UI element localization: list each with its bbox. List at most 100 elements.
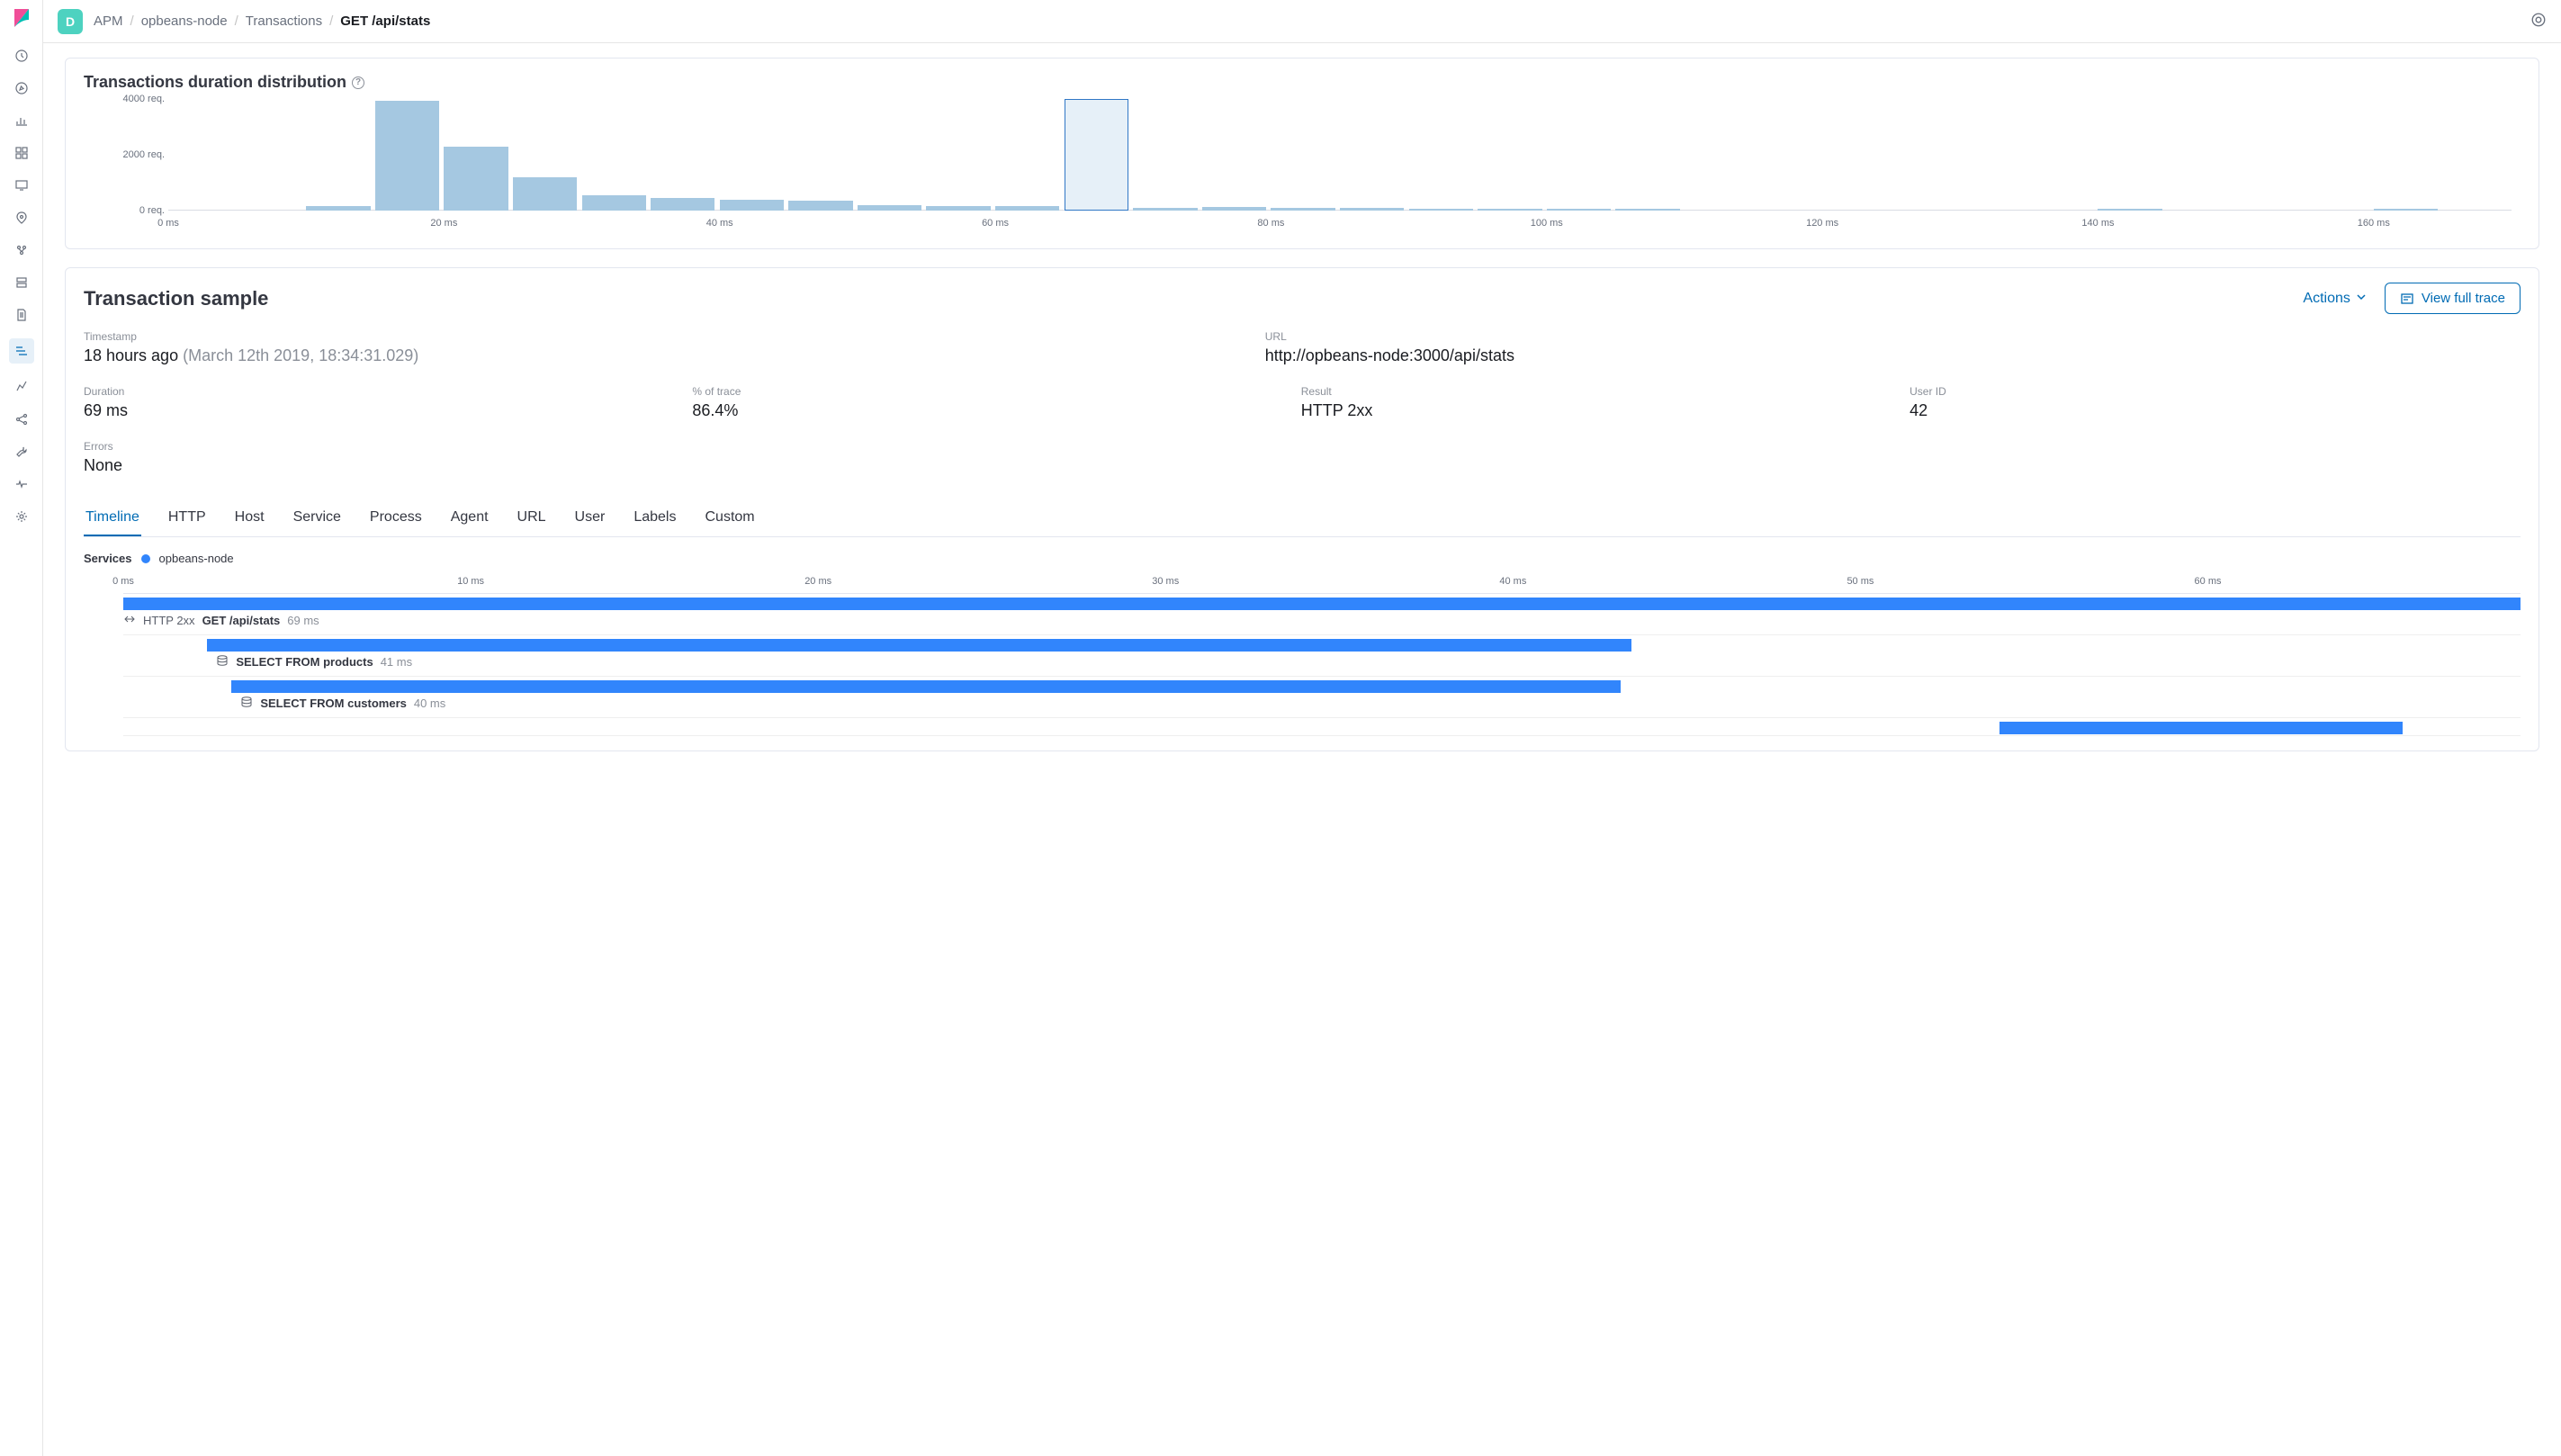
wf-xlabel: 20 ms <box>804 576 831 587</box>
tab-url[interactable]: URL <box>516 500 548 536</box>
waterfall-bar <box>231 680 1621 693</box>
kibana-logo-icon[interactable] <box>11 7 32 29</box>
hist-ylabel: 2000 req. <box>123 149 165 160</box>
tab-timeline[interactable]: Timeline <box>84 500 141 536</box>
dashboard-icon[interactable] <box>13 144 31 162</box>
hist-bar[interactable] <box>375 101 439 211</box>
wf-xlabel: 10 ms <box>457 576 484 587</box>
database-icon <box>240 697 253 710</box>
breadcrumb-link[interactable]: opbeans-node <box>141 13 228 29</box>
apm-icon[interactable] <box>9 338 34 364</box>
view-full-trace-button[interactable]: View full trace <box>2385 283 2521 314</box>
histogram-panel: Transactions duration distribution ? 400… <box>65 58 2539 249</box>
histogram-title: Transactions duration distribution ? <box>84 73 2521 92</box>
waterfall-bar <box>207 639 1631 652</box>
hist-bar[interactable] <box>1271 208 1334 211</box>
hist-bar[interactable] <box>1065 99 1128 211</box>
waterfall-row[interactable] <box>123 718 2521 736</box>
hist-bar[interactable] <box>1478 209 1541 211</box>
recent-icon[interactable] <box>13 47 31 65</box>
visualize-icon[interactable] <box>13 112 31 130</box>
meta-value: HTTP 2xx <box>1301 401 1874 420</box>
tab-host[interactable]: Host <box>233 500 266 536</box>
space-selector[interactable]: D <box>58 9 83 34</box>
span-badge: HTTP 2xx <box>143 614 195 627</box>
breadcrumb-link[interactable]: Transactions <box>246 13 322 29</box>
tab-agent[interactable]: Agent <box>449 500 490 536</box>
hist-bar[interactable] <box>1202 207 1266 211</box>
waterfall-chart[interactable]: 0 ms10 ms20 ms30 ms40 ms50 ms60 ms HTTP … <box>84 574 2521 736</box>
wf-xlabel: 40 ms <box>1499 576 1526 587</box>
hist-bar[interactable] <box>1340 208 1404 211</box>
uptime-icon[interactable] <box>13 378 31 396</box>
topbar: D APM/opbeans-node/Transactions/GET /api… <box>43 0 2561 43</box>
help-menu-icon[interactable] <box>2530 12 2547 31</box>
hist-bar[interactable] <box>720 200 784 211</box>
hist-bar[interactable] <box>582 195 646 211</box>
actions-dropdown[interactable]: Actions <box>2303 291 2366 307</box>
hist-bar[interactable] <box>2374 209 2438 211</box>
waterfall-row[interactable]: HTTP 2xxGET /api/stats69 ms <box>123 594 2521 635</box>
logs-icon[interactable] <box>13 306 31 324</box>
span-name: SELECT FROM customers <box>260 697 407 710</box>
management-icon[interactable] <box>13 508 31 526</box>
http-icon <box>123 614 136 627</box>
meta-label: URL <box>1265 330 1514 343</box>
discover-icon[interactable] <box>13 79 31 97</box>
meta-label: % of trace <box>692 385 1264 398</box>
breadcrumb-sep: / <box>130 13 134 29</box>
wf-xlabel: 60 ms <box>2195 576 2222 587</box>
hist-xlabel: 160 ms <box>2358 218 2390 229</box>
tab-http[interactable]: HTTP <box>166 500 208 536</box>
waterfall-bar <box>123 598 2521 610</box>
tabs: Timeline HTTP Host Service Process Agent URL Us… <box>84 500 2521 537</box>
hist-bar[interactable] <box>306 206 370 211</box>
canvas-icon[interactable] <box>13 176 31 194</box>
infra-icon[interactable] <box>13 274 31 292</box>
sample-panel: Transaction sample Actions View full tra… <box>65 267 2539 751</box>
hist-bar[interactable] <box>2098 209 2161 211</box>
tab-labels[interactable]: Labels <box>632 500 678 536</box>
hist-bar[interactable] <box>1409 209 1473 211</box>
span-duration: 40 ms <box>414 697 445 710</box>
breadcrumb-sep: / <box>329 13 333 29</box>
legend-dot-icon <box>141 554 150 563</box>
ml-icon[interactable] <box>13 241 31 259</box>
meta-value: 42 <box>1910 401 1946 420</box>
hist-xlabel: 120 ms <box>1806 218 1838 229</box>
hist-bar[interactable] <box>513 177 577 211</box>
nav-sidebar <box>0 0 43 1456</box>
meta-label: Errors <box>84 440 122 453</box>
meta-label: User ID <box>1910 385 1946 398</box>
hist-xlabel: 0 ms <box>157 218 179 229</box>
hist-xlabel: 20 ms <box>430 218 457 229</box>
hist-bar[interactable] <box>926 206 990 211</box>
span-duration: 69 ms <box>287 614 319 627</box>
help-icon[interactable]: ? <box>352 76 364 89</box>
hist-bar[interactable] <box>651 198 714 211</box>
breadcrumb-link[interactable]: APM <box>94 13 123 29</box>
hist-bar[interactable] <box>858 205 921 211</box>
hist-bar[interactable] <box>995 206 1059 211</box>
waterfall-bar <box>1999 722 2403 734</box>
maps-icon[interactable] <box>13 209 31 227</box>
hist-bar[interactable] <box>1615 209 1679 211</box>
hist-xlabel: 100 ms <box>1531 218 1563 229</box>
hist-bar[interactable] <box>444 147 508 211</box>
monitoring-icon[interactable] <box>13 475 31 493</box>
breadcrumb-sep: / <box>235 13 238 29</box>
hist-bar[interactable] <box>1547 209 1611 211</box>
trace-icon <box>2400 292 2414 306</box>
graph-icon[interactable] <box>13 410 31 428</box>
tab-user[interactable]: User <box>573 500 607 536</box>
wf-xlabel: 0 ms <box>112 576 134 587</box>
devtools-icon[interactable] <box>13 443 31 461</box>
histogram-chart[interactable]: 4000 req.2000 req.0 req. 0 ms20 ms40 ms6… <box>84 99 2521 234</box>
tab-custom[interactable]: Custom <box>703 500 756 536</box>
tab-service[interactable]: Service <box>292 500 343 536</box>
waterfall-row[interactable]: SELECT FROM products41 ms <box>123 635 2521 677</box>
waterfall-row[interactable]: SELECT FROM customers 40 ms <box>123 677 2521 718</box>
tab-process[interactable]: Process <box>368 500 424 536</box>
hist-bar[interactable] <box>788 201 852 211</box>
hist-bar[interactable] <box>1133 208 1197 211</box>
